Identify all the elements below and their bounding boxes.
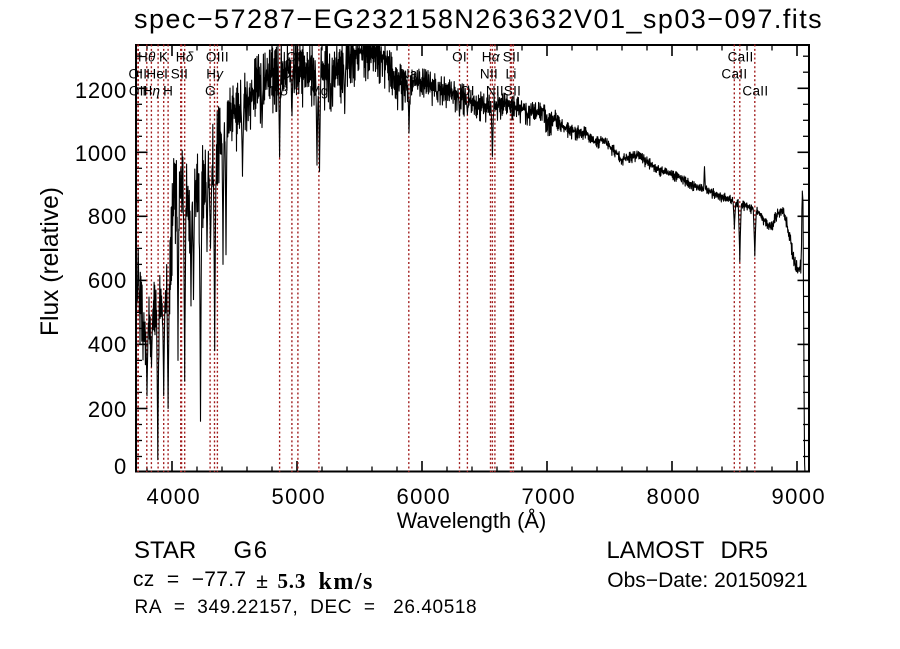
svg-text:G: G	[205, 84, 216, 99]
svg-text:OI: OI	[452, 50, 467, 65]
svg-text:SII: SII	[503, 50, 520, 65]
svg-text:OIII: OIII	[206, 50, 229, 65]
svg-text:Li: Li	[506, 67, 517, 82]
svg-text:NII: NII	[486, 84, 504, 99]
svg-text:Hα: Hα	[482, 50, 501, 65]
svg-text:NII: NII	[480, 67, 498, 82]
svg-text:SII: SII	[504, 84, 521, 99]
svg-text:CaII: CaII	[728, 50, 754, 65]
svg-text:HeI: HeI	[146, 67, 168, 82]
svg-text:Hγ: Hγ	[206, 67, 224, 82]
svg-text:CaII: CaII	[742, 84, 768, 99]
svg-text:Hδ: Hδ	[176, 50, 194, 65]
svg-text:OII: OII	[128, 67, 147, 82]
svg-text:H: H	[163, 84, 173, 99]
svg-text:K: K	[159, 50, 168, 65]
svg-text:CaII: CaII	[721, 67, 747, 82]
svg-text:Hη: Hη	[142, 84, 160, 99]
svg-text:Hθ: Hθ	[138, 50, 156, 65]
svg-text:OII: OII	[129, 84, 148, 99]
svg-text:SII: SII	[171, 67, 188, 82]
